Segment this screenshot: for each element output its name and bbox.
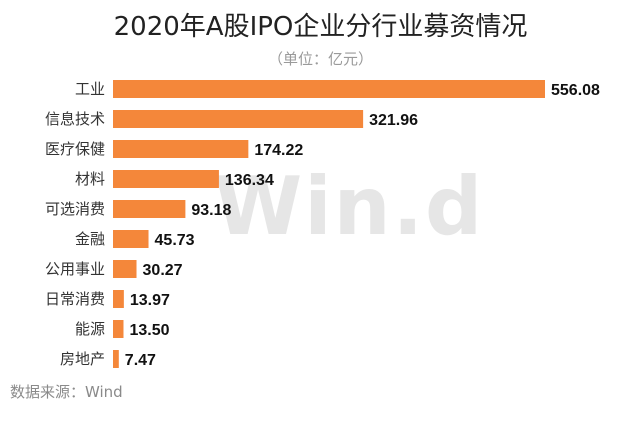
value-label: 30.27 [143, 262, 183, 279]
value-label: 13.50 [129, 322, 169, 339]
category-label: 公用事业 [45, 260, 105, 278]
bar [113, 230, 149, 248]
bar [113, 290, 124, 308]
category-label: 工业 [75, 80, 105, 98]
value-label: 13.97 [130, 292, 170, 309]
bar [113, 350, 119, 368]
bar [113, 320, 124, 338]
unit-note: （单位：亿元） [267, 50, 373, 68]
category-label: 医疗保健 [45, 140, 105, 158]
category-label: 金融 [75, 230, 105, 248]
category-label: 能源 [75, 320, 105, 338]
value-label: 321.96 [369, 112, 418, 129]
category-label: 材料 [75, 170, 105, 188]
value-label: 93.18 [191, 202, 231, 219]
value-label: 174.22 [254, 142, 303, 159]
bar [113, 140, 249, 158]
bar [113, 200, 186, 218]
category-label: 可选消费 [45, 200, 105, 218]
category-label: 房地产 [60, 350, 105, 368]
category-label: 日常消费 [45, 290, 105, 308]
category-label: 信息技术 [45, 110, 105, 128]
chart-title: 2020年A股IPO企业分行业募资情况 [113, 12, 528, 42]
watermark-logo: Win.d [214, 160, 485, 253]
value-label: 136.34 [225, 172, 274, 189]
bar [113, 80, 545, 98]
value-label: 7.47 [125, 352, 156, 369]
value-label: 556.08 [551, 82, 600, 99]
bar [113, 170, 219, 188]
value-label: 45.73 [155, 232, 195, 249]
bar [113, 110, 364, 128]
source-note: 数据来源：Wind [10, 383, 123, 401]
bar [113, 260, 137, 278]
